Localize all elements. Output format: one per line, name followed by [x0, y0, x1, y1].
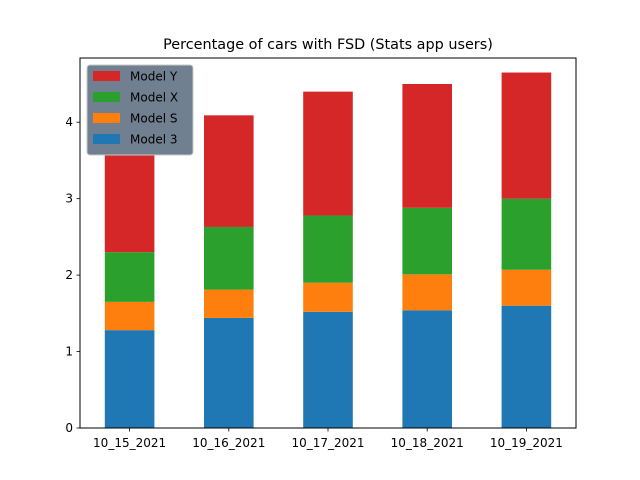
x-tick-label: 10_19_2021: [490, 436, 563, 450]
y-axis: 0 1 2 3 4: [65, 115, 80, 435]
legend-label: Model Y: [130, 70, 178, 84]
legend-label: Model 3: [130, 133, 177, 147]
bar-model-x-3: [402, 207, 452, 275]
bar-model-3-3: [402, 310, 452, 428]
bar-model-x-1: [204, 226, 254, 290]
x-tick-label: 10_15_2021: [93, 436, 166, 450]
y-tick-label: 0: [65, 421, 73, 435]
chart-title: Percentage of cars with FSD (Stats app u…: [163, 37, 493, 53]
y-tick-label: 2: [65, 268, 73, 282]
bar-model-s-1: [204, 289, 254, 318]
legend-swatch: [93, 71, 120, 81]
legend-swatch: [93, 113, 120, 123]
x-axis: 10_15_2021 10_16_2021 10_17_2021 10_18_2021…: [93, 428, 563, 450]
x-tick-label: 10_16_2021: [192, 436, 265, 450]
bar-model-y-4: [501, 72, 552, 199]
bars: [104, 72, 552, 428]
y-tick-label: 4: [65, 115, 73, 129]
bar-model-x-2: [303, 215, 353, 283]
x-tick-label: 10_17_2021: [291, 436, 364, 450]
y-tick-label: 3: [65, 192, 73, 206]
bar-model-3-4: [501, 305, 552, 428]
legend-label: Model S: [130, 112, 177, 126]
x-tick-label: 10_18_2021: [391, 436, 464, 450]
bar-model-s-4: [501, 269, 552, 306]
bar-model-3-1: [204, 317, 254, 428]
bar-model-y-0: [104, 145, 155, 253]
bar-model-x-4: [501, 198, 552, 270]
bar-model-3-2: [303, 311, 353, 428]
plot-frame: [79, 57, 577, 429]
bar-model-x-0: [104, 252, 155, 302]
bar-model-y-2: [303, 91, 353, 216]
bar-model-s-3: [402, 274, 452, 311]
bar-model-3-0: [104, 330, 155, 428]
bar-model-s-2: [303, 282, 353, 312]
legend: Model Y Model X Model S Model 3: [86, 64, 194, 156]
legend-swatch: [93, 134, 120, 144]
bar-model-s-0: [104, 301, 155, 331]
bar-model-y-3: [402, 83, 452, 208]
bar-model-y-1: [204, 115, 254, 227]
y-tick-label: 1: [65, 345, 73, 359]
legend-box: [86, 64, 194, 156]
legend-swatch: [93, 92, 120, 102]
legend-label: Model X: [130, 91, 178, 105]
